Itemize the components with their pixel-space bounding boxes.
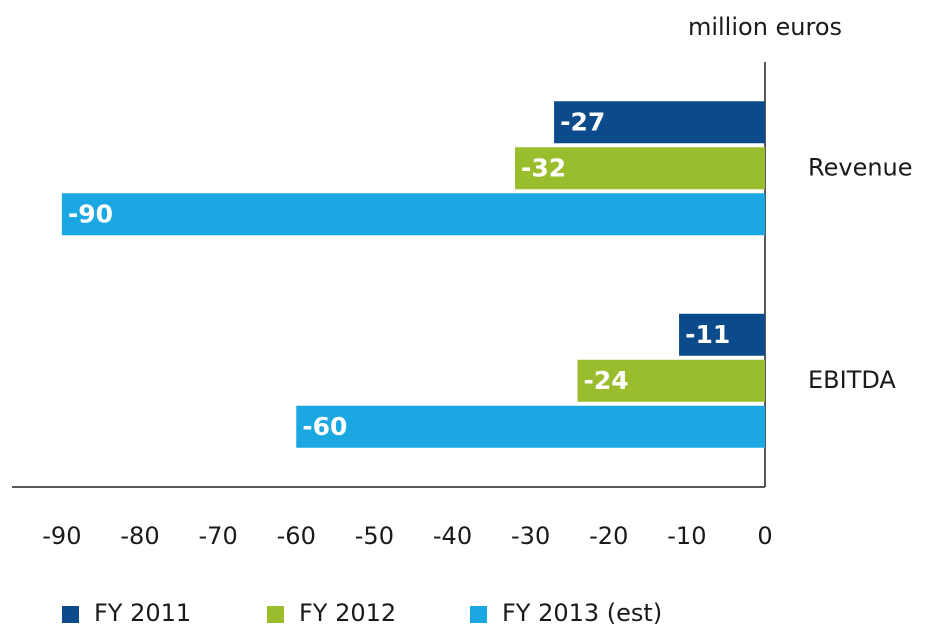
legend-swatch [267,606,284,623]
x-tick-label: -90 [42,522,81,550]
value-label: -60 [302,412,347,441]
unit-label: million euros [688,13,842,41]
legend-label: FY 2012 [299,599,396,627]
x-tick-label: -80 [120,522,159,550]
legend-swatch [470,606,487,623]
bar [679,313,765,356]
x-tick-label: -40 [433,522,472,550]
bar [61,193,765,236]
value-label: -24 [584,366,629,395]
bar [515,147,765,190]
x-tick-label: -70 [199,522,238,550]
x-tick-label: -50 [355,522,394,550]
value-label: -90 [68,199,113,228]
bar [296,405,765,448]
category-label: EBITDA [808,366,896,394]
legend-swatch [62,606,79,623]
bar [554,101,765,144]
bar [577,359,765,402]
legend-label: FY 2011 [94,599,191,627]
value-label: -27 [560,107,605,136]
x-tick-label: -30 [511,522,550,550]
x-tick-label: 0 [757,522,772,550]
value-label: -32 [521,153,566,182]
x-tick-label: -20 [589,522,628,550]
x-tick-label: -60 [277,522,316,550]
legend-label: FY 2013 (est) [502,599,662,627]
category-label: Revenue [808,153,913,181]
x-tick-label: -10 [667,522,706,550]
value-label: -11 [685,320,730,349]
